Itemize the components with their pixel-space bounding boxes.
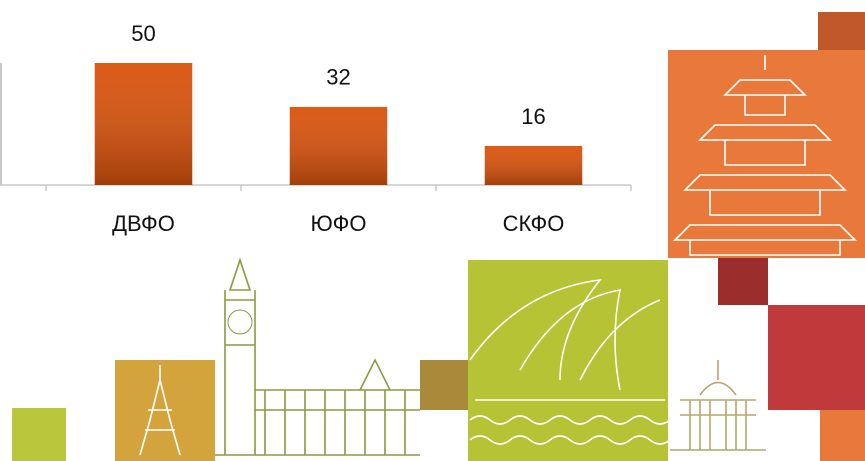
bar-shade [484, 145, 583, 185]
x-tick-label: СКФО [503, 211, 565, 236]
data-label: 50 [131, 21, 155, 46]
data-label: 16 [521, 104, 545, 129]
bar-shade [289, 106, 388, 185]
x-tick-label: ЮФО [310, 211, 366, 236]
x-tick-label: ДВФО [112, 211, 175, 236]
decoration [0, 12, 865, 461]
data-label: 32 [326, 65, 350, 90]
bar-shade [94, 63, 193, 185]
